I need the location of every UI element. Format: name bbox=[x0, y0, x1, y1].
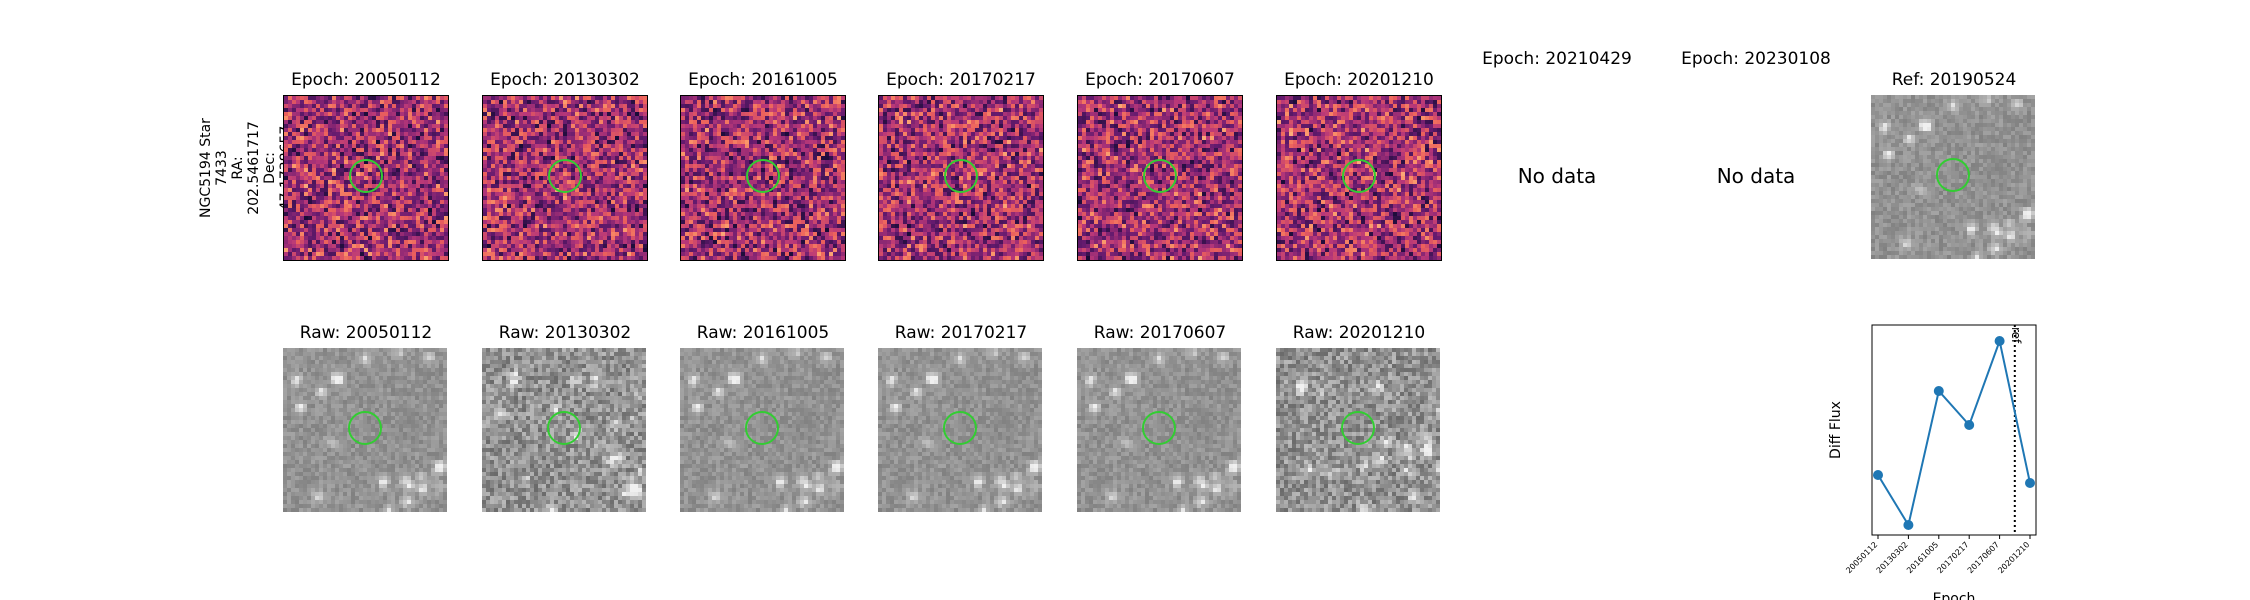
data-point bbox=[1964, 420, 1975, 430]
aperture-circle-icon bbox=[1143, 159, 1177, 193]
target-label: NGC5194 Star 7433 RA: 202.5461717 Dec: 4… bbox=[198, 108, 294, 228]
diff-title-7: Epoch: 20230108 bbox=[1681, 49, 1831, 69]
no-data-label: No data bbox=[1716, 164, 1796, 188]
aperture-circle-icon bbox=[1341, 411, 1375, 445]
diff-panel-3-image bbox=[879, 96, 1043, 260]
diff-title-4: Epoch: 20170607 bbox=[1085, 70, 1235, 90]
x-axis-label: Epoch bbox=[1933, 591, 1976, 600]
aperture-circle-icon bbox=[944, 159, 978, 193]
data-point bbox=[1903, 520, 1914, 530]
x-tick-label: 20170607 bbox=[1966, 540, 2001, 575]
plot-frame bbox=[1871, 324, 2037, 536]
diff-panel-3 bbox=[878, 95, 1044, 261]
aperture-circle-icon bbox=[348, 411, 382, 445]
ref-panel-image bbox=[1871, 95, 2035, 259]
aperture-circle-icon bbox=[1936, 158, 1970, 192]
raw-title-2: Raw: 20161005 bbox=[696, 323, 830, 343]
aperture-circle-icon bbox=[548, 159, 582, 193]
raw-panel-3-image bbox=[878, 348, 1042, 512]
data-point bbox=[2025, 478, 2035, 488]
diff-title-6: Epoch: 20210429 bbox=[1482, 49, 1632, 69]
aperture-circle-icon bbox=[1342, 159, 1376, 193]
raw-title-5: Raw: 20201210 bbox=[1292, 323, 1426, 343]
raw-title-0: Raw: 20050112 bbox=[299, 323, 433, 343]
ref-label: ref bbox=[2009, 327, 2023, 344]
raw-panel-0 bbox=[283, 348, 449, 514]
data-point bbox=[1994, 336, 2005, 346]
diff-title-0: Epoch: 20050112 bbox=[291, 70, 441, 90]
diff-panel-4 bbox=[1077, 95, 1243, 261]
diff-panel-2-image bbox=[681, 96, 845, 260]
x-tick-label: 20050112 bbox=[1844, 540, 1879, 575]
aperture-circle-icon bbox=[746, 159, 780, 193]
diff-panel-1-image bbox=[483, 96, 647, 260]
diff-panel-4-image bbox=[1078, 96, 1242, 260]
diff-panel-5 bbox=[1276, 95, 1442, 261]
series-line bbox=[1877, 337, 2031, 528]
diff-panel-0 bbox=[283, 95, 449, 261]
diff-panel-0-image bbox=[284, 96, 448, 260]
ref-panel bbox=[1871, 95, 2037, 261]
x-tick-label: 20201210 bbox=[1996, 540, 2031, 575]
raw-panel-1 bbox=[482, 348, 648, 514]
target-name: NGC5194 Star 7433 bbox=[198, 118, 230, 218]
diff-panel-2 bbox=[680, 95, 846, 261]
target-ra: RA: 202.5461717 bbox=[230, 121, 262, 215]
raw-panel-3 bbox=[878, 348, 1044, 514]
diff-panel-1 bbox=[482, 95, 648, 261]
raw-panel-5 bbox=[1276, 348, 1442, 514]
data-point bbox=[1873, 470, 1883, 480]
diff-title-2: Epoch: 20161005 bbox=[688, 70, 838, 90]
diff-title-3: Epoch: 20170217 bbox=[886, 70, 1036, 90]
x-tick-label: 20161005 bbox=[1905, 540, 1940, 575]
aperture-circle-icon bbox=[349, 159, 383, 193]
ref-title: Ref: 20190524 bbox=[1891, 70, 2017, 90]
no-data-label: No data bbox=[1517, 164, 1597, 188]
aperture-circle-icon bbox=[547, 411, 581, 445]
raw-panel-5-image bbox=[1276, 348, 1440, 512]
raw-title-1: Raw: 20130302 bbox=[498, 323, 632, 343]
light-curve-chart: ref 2005011220130302201610052017021720170… bbox=[1828, 324, 2037, 600]
diff-title-1: Epoch: 20130302 bbox=[490, 70, 640, 90]
raw-panel-2-image bbox=[680, 348, 844, 512]
data-point bbox=[1933, 386, 1944, 396]
raw-title-4: Raw: 20170607 bbox=[1093, 323, 1227, 343]
aperture-circle-icon bbox=[745, 411, 779, 445]
x-tick-label: 20170217 bbox=[1935, 540, 1970, 575]
raw-panel-4 bbox=[1077, 348, 1243, 514]
y-axis-label: Diff Flux bbox=[1828, 401, 1844, 459]
diff-title-5: Epoch: 20201210 bbox=[1284, 70, 1434, 90]
raw-panel-2 bbox=[680, 348, 846, 514]
raw-panel-4-image bbox=[1077, 348, 1241, 512]
aperture-circle-icon bbox=[1142, 411, 1176, 445]
raw-panel-0-image bbox=[283, 348, 447, 512]
aperture-circle-icon bbox=[943, 411, 977, 445]
x-tick-label: 20130302 bbox=[1875, 540, 1910, 575]
raw-panel-1-image bbox=[482, 348, 646, 512]
diff-panel-5-image bbox=[1277, 96, 1441, 260]
raw-title-3: Raw: 20170217 bbox=[894, 323, 1028, 343]
